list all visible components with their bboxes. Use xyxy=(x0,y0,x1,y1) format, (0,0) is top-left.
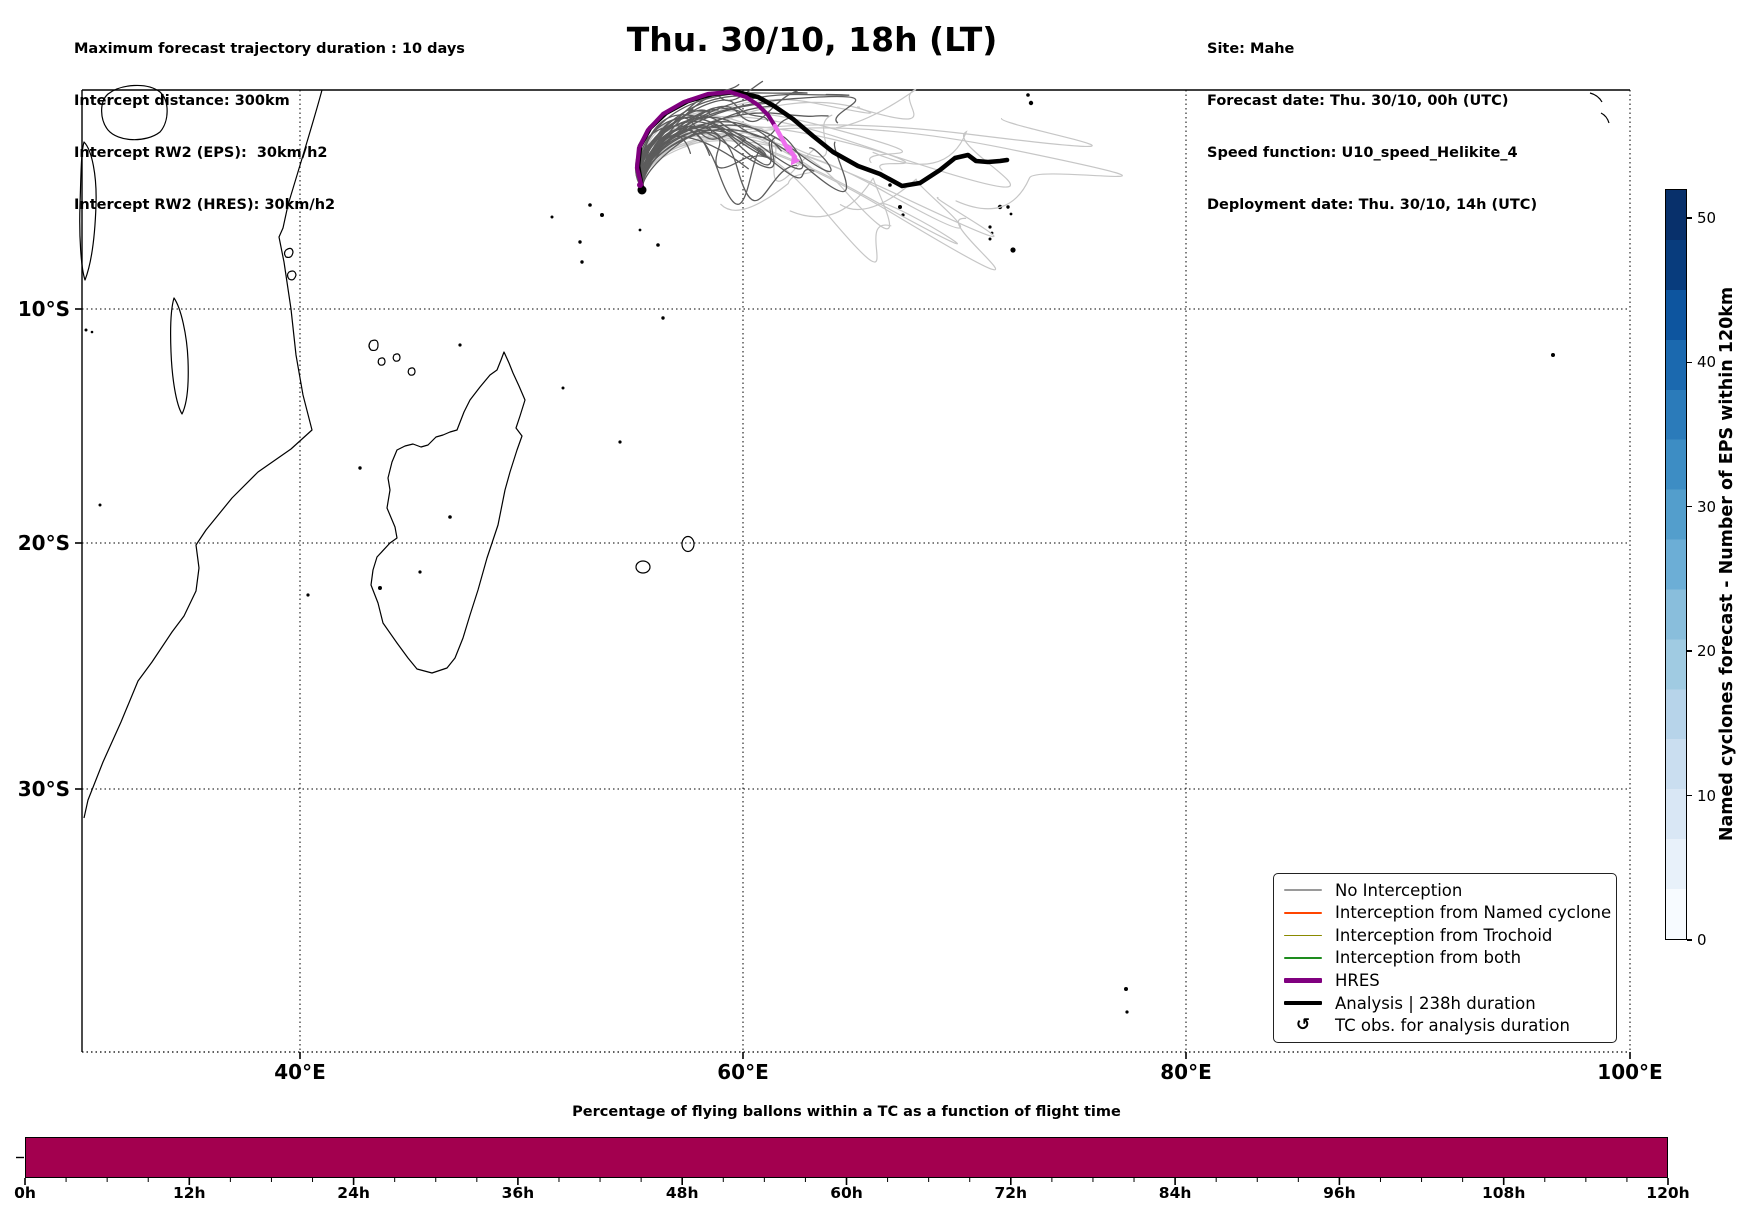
legend-row: Interception from Named cyclone xyxy=(1284,902,1612,924)
intercept-distance-text: Intercept distance: 300km xyxy=(74,93,290,110)
figure-title: Thu. 30/10, 18h (LT) xyxy=(626,20,998,59)
colorbar-tick-label: 0 xyxy=(1697,931,1707,949)
legend-row: Interception from Trochoid xyxy=(1284,924,1608,946)
colorbar-tick xyxy=(1687,650,1692,652)
flight-time-tick-120h: 120h xyxy=(1646,1184,1690,1202)
intercept-rw2-eps-text: Intercept RW2 (EPS): 30km/h2 xyxy=(74,145,328,162)
hres-forecast-tail xyxy=(772,123,798,160)
legend-label: Analysis | 238h duration xyxy=(1335,993,1536,1013)
colorbar-tick-label: 30 xyxy=(1697,497,1717,516)
intercept-rw2-hres-text: Intercept RW2 (HRES): 30km/h2 xyxy=(74,197,336,214)
legend-row: No Interception xyxy=(1284,879,1608,901)
colorbar-title: Named cyclones forecast - Number of EPS … xyxy=(1717,286,1737,842)
hres-arrowhead xyxy=(790,155,801,166)
legend-line-sample xyxy=(1284,978,1322,983)
colorbar-tick-label: 20 xyxy=(1697,642,1717,661)
hres-track xyxy=(634,89,778,191)
forecast-date-text: Forecast date: Thu. 30/10, 00h (UTC) xyxy=(1207,93,1509,110)
x-tick-80°E: 80°E xyxy=(1160,1060,1212,1084)
legend-label: HRES xyxy=(1335,971,1380,991)
colorbar-tick-label: 50 xyxy=(1697,208,1717,227)
legend-label: No Interception xyxy=(1335,880,1463,900)
y-tick-10°S: 10°S xyxy=(17,297,70,321)
colorbar-tick-label: 10 xyxy=(1697,786,1717,805)
legend-line-sample xyxy=(1284,957,1322,959)
flight-time-tick-84h: 84h xyxy=(1158,1184,1192,1202)
bottom-chart-bar xyxy=(25,1137,1668,1178)
legend-label: Interception from both xyxy=(1335,948,1522,968)
flight-time-tick-12h: 12h xyxy=(172,1184,206,1202)
colorbar-tick xyxy=(1687,794,1692,797)
launch-point-marker xyxy=(637,185,647,195)
x-tick-60°E: 60°E xyxy=(717,1060,769,1084)
flight-time-tick-72h: 72h xyxy=(994,1184,1028,1202)
x-tick-40°E: 40°E xyxy=(274,1060,326,1084)
island-comoros-4 xyxy=(407,367,416,376)
y-tick-20°S: 20°S xyxy=(17,531,70,555)
site-text: Site: Mahe xyxy=(1207,40,1295,57)
legend-label: Interception from Trochoid xyxy=(1335,925,1553,945)
lake-malawi xyxy=(170,297,189,415)
trajectories xyxy=(634,80,1123,271)
island-mauritius xyxy=(681,535,695,553)
island-reunion xyxy=(635,560,651,574)
colorbar xyxy=(1665,189,1687,940)
island-nw-sumatra-2 xyxy=(1600,112,1610,124)
colorbar-tick-label: 40 xyxy=(1697,353,1717,372)
legend-row: HRES xyxy=(1284,970,1608,992)
ensemble-dark-tracks xyxy=(634,80,857,205)
y-tick-30°S: 30°S xyxy=(17,777,70,801)
speed-function-text: Speed function: U10_speed_Helikite_4 xyxy=(1207,145,1518,162)
island-nw-sumatra-1 xyxy=(1589,92,1603,103)
header-right-block: Site: Mahe Forecast date: Thu. 30/10, 00… xyxy=(1207,6,1537,232)
legend-row: ↺ TC obs. for analysis duration xyxy=(1284,1015,1608,1037)
legend-row: Analysis | 238h duration xyxy=(1284,992,1608,1014)
legend-label: Interception from Named cyclone xyxy=(1335,903,1612,923)
island-pemba xyxy=(283,247,294,259)
flight-time-tick-96h: 96h xyxy=(1323,1184,1356,1202)
legend-label: TC obs. for analysis duration xyxy=(1335,1016,1570,1036)
colorbar-tick xyxy=(1687,217,1692,219)
legend-line-sample xyxy=(1284,934,1322,937)
deployment-date-text: Deployment date: Thu. 30/10, 14h (UTC) xyxy=(1207,197,1538,214)
island-comoros-1 xyxy=(368,339,379,352)
max-duration-text: Maximum forecast trajectory duration : 1… xyxy=(74,40,465,57)
colorbar-tick xyxy=(1687,506,1692,508)
colorbar-tick xyxy=(1687,361,1692,363)
ensemble-light-tracks xyxy=(635,88,1123,271)
colorbar-tick xyxy=(1687,939,1692,941)
island-comoros-3 xyxy=(392,353,401,362)
x-tick-100°E: 100°E xyxy=(1597,1060,1663,1084)
legend-line-sample xyxy=(1284,1000,1322,1006)
launch-point-hres-marker xyxy=(637,182,643,188)
island-comoros-2 xyxy=(377,357,386,366)
flight-time-tick-48h: 48h xyxy=(665,1184,699,1202)
bottom-chart-title: Percentage of flying ballons within a TC… xyxy=(572,1104,1121,1120)
tc-obs-icon: ↺ xyxy=(1295,1015,1311,1036)
island-zanzibar xyxy=(286,270,297,281)
flight-time-tick-0h: 0h xyxy=(14,1184,36,1202)
flight-time-tick-24h: 24h xyxy=(337,1184,370,1202)
flight-time-tick-108h: 108h xyxy=(1481,1184,1526,1202)
coastline-madagascar xyxy=(370,351,526,674)
legend-line-sample xyxy=(1284,912,1322,914)
analysis-track xyxy=(635,89,1010,191)
map-legend: No Interception Interception from Named c… xyxy=(1273,873,1617,1043)
flight-time-tick-36h: 36h xyxy=(501,1184,535,1202)
legend-line-sample xyxy=(1284,889,1322,892)
legend-row: Interception from both xyxy=(1284,947,1608,969)
hres-tail-node xyxy=(785,145,793,153)
flight-time-tick-60h: 60h xyxy=(830,1184,863,1202)
